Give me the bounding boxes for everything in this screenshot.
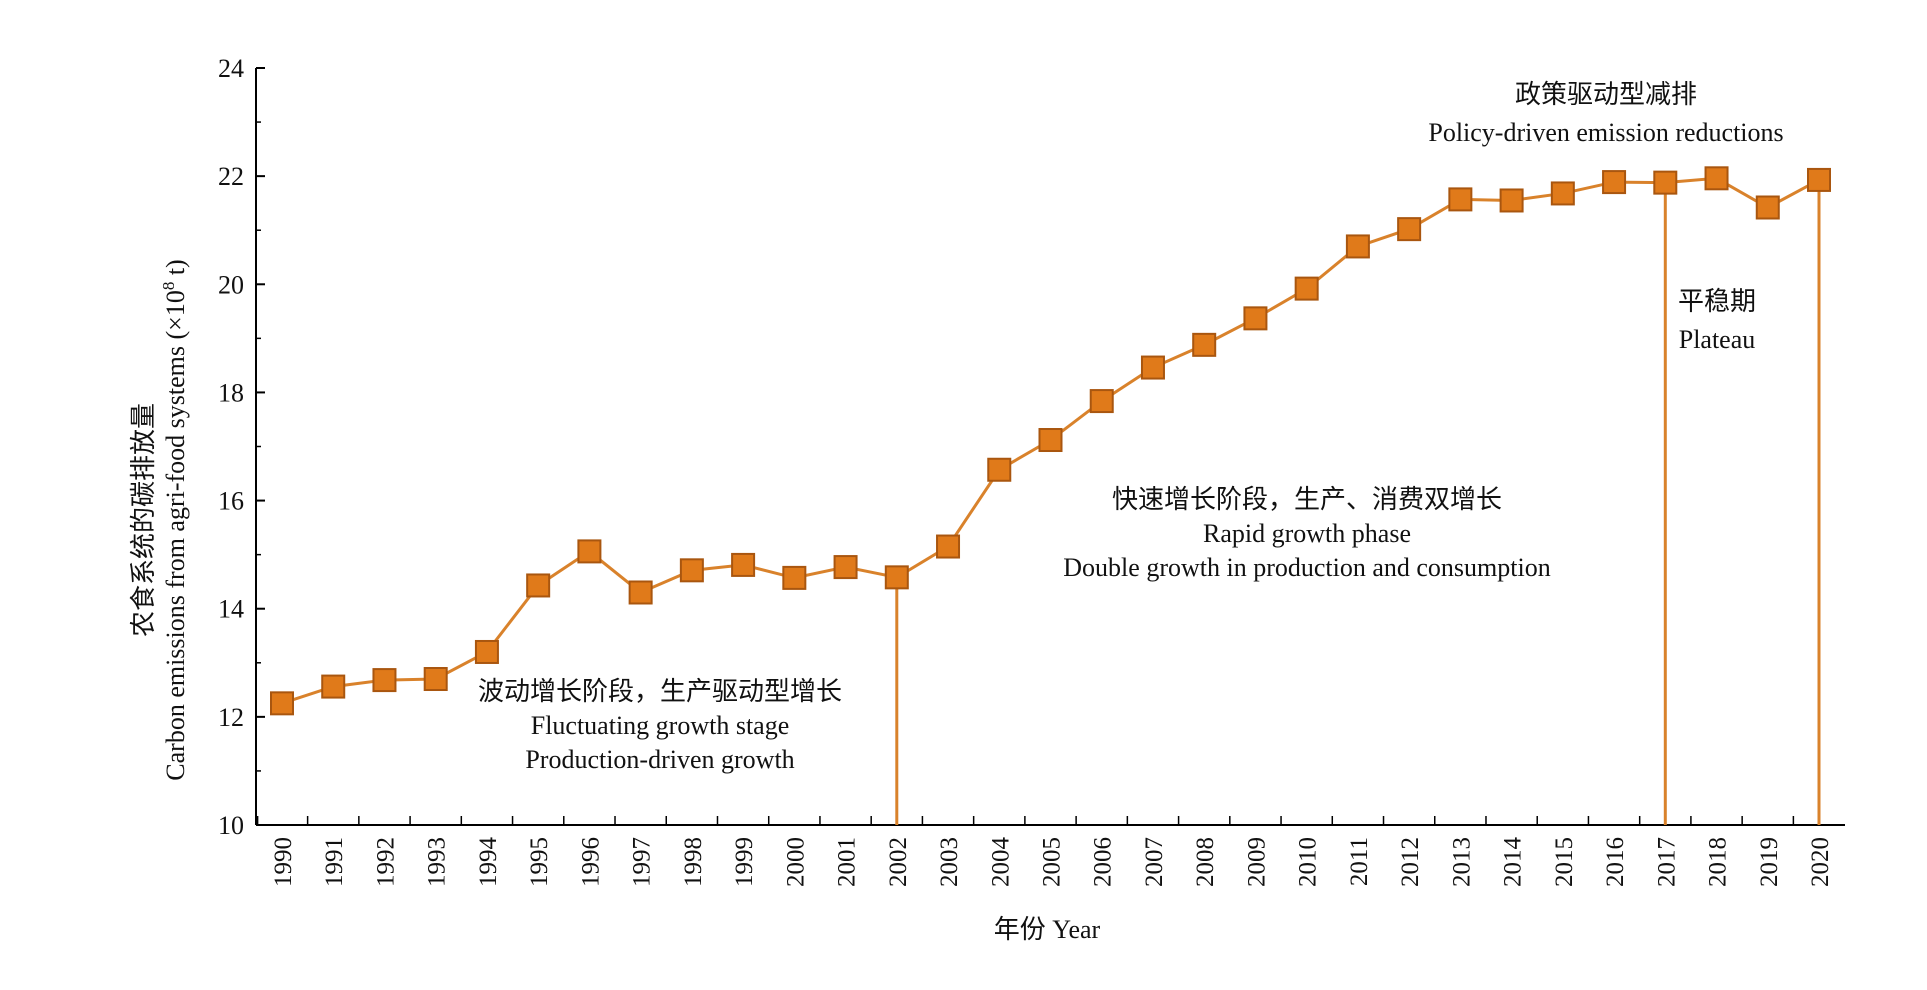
data-point	[1243, 306, 1268, 331]
annotation-line: 平稳期	[1678, 287, 1756, 316]
x-tick-label: 2009	[1243, 837, 1270, 887]
x-tick-label: 2001	[834, 837, 861, 887]
data-point	[833, 555, 858, 580]
data-point	[1397, 217, 1422, 242]
x-tick-label: 2018	[1705, 837, 1732, 887]
data-point	[1038, 428, 1063, 453]
data-point	[1499, 188, 1524, 213]
x-tick-label: 2013	[1448, 837, 1475, 887]
x-tick-label: 1999	[731, 837, 758, 887]
annotation: 政策驱动型减排 Policy-driven emission reductions	[1428, 80, 1783, 147]
x-tick-label: 2019	[1756, 837, 1783, 887]
annotations: 波动增长阶段，生产驱动型增长 Fluctuating growth stage Pr…	[478, 80, 1784, 774]
x-tick-label: 2005	[1039, 837, 1066, 887]
y-tick-label: 18	[218, 378, 244, 407]
annotation-line: Plateau	[1679, 325, 1756, 354]
y-tick-label: 14	[218, 595, 244, 624]
annotation-line: Rapid growth phase	[1203, 519, 1411, 548]
x-tick-label: 1991	[321, 837, 348, 887]
y-tick-label: 24	[218, 54, 244, 83]
x-tick-label: 1996	[577, 837, 604, 887]
x-tick-label: 1995	[526, 837, 553, 887]
data-point	[372, 668, 397, 693]
x-tick-label: 1993	[424, 837, 451, 887]
data-point	[987, 457, 1012, 482]
data-point	[526, 573, 551, 598]
x-tick-label: 2003	[936, 837, 963, 887]
data-point	[628, 580, 653, 605]
data-point	[474, 639, 499, 664]
data-point	[782, 565, 807, 590]
x-tick-label: 1997	[629, 837, 656, 887]
data-point	[1653, 170, 1678, 195]
x-axis-ticks: 1990 1991 1992 1993 1994 1995 1996 1997 1998 1999…	[256, 816, 1834, 888]
annotation-line: Fluctuating growth stage	[531, 711, 790, 740]
y-axis-label: 农食系统的碳排放量 Carbon emissions from agri-foo…	[129, 259, 190, 780]
data-point	[731, 552, 756, 577]
annotation-line: Double growth in production and consumpt…	[1063, 553, 1550, 582]
phase-separators	[895, 179, 1821, 825]
data-point	[1807, 167, 1831, 192]
y-tick-label: 20	[218, 270, 244, 299]
x-tick-label: 2012	[1397, 837, 1424, 887]
x-tick-label: 2010	[1295, 837, 1322, 887]
data-point	[1448, 187, 1473, 212]
data-point	[321, 674, 346, 699]
annotation-line: 政策驱动型减排	[1515, 80, 1697, 109]
y-axis-label-cn: 农食系统的碳排放量	[129, 403, 158, 637]
x-tick-label: 2017	[1653, 837, 1680, 887]
x-tick-label: 2006	[1090, 837, 1117, 887]
data-point	[884, 565, 909, 590]
x-tick-label: 2015	[1551, 837, 1578, 887]
data-point	[1294, 276, 1319, 301]
x-tick-label: 2020	[1807, 837, 1834, 887]
series	[270, 166, 1831, 716]
data-point	[1704, 166, 1729, 191]
data-point	[1140, 355, 1165, 380]
x-tick-label: 2011	[1346, 837, 1373, 886]
data-point	[1602, 170, 1627, 195]
annotation-line: Policy-driven emission reductions	[1428, 118, 1783, 147]
y-axis-label-en-suffix: t)	[161, 259, 190, 281]
data-point	[423, 667, 448, 692]
y-tick-label: 10	[218, 811, 244, 840]
y-tick-label: 16	[218, 487, 244, 516]
annotation-line: 快速增长阶段，生产、消费双增长	[1112, 485, 1502, 514]
x-tick-label: 2008	[1192, 837, 1219, 887]
x-tick-label: 2004	[987, 837, 1014, 888]
y-axis-label-en-exp: 8	[159, 282, 178, 291]
x-tick-label: 1994	[475, 837, 502, 888]
data-point	[1192, 332, 1217, 357]
annotation: 快速增长阶段，生产、消费双增长 Rapid growth phase Double …	[1063, 485, 1550, 582]
y-axis-label-en: Carbon emissions from agri-food systems …	[159, 259, 190, 780]
x-tick-label: 2002	[885, 837, 912, 887]
x-axis-label: 年份 Year	[994, 915, 1101, 944]
data-point	[1089, 389, 1114, 414]
data-point	[1345, 234, 1370, 259]
x-tick-label: 2016	[1602, 837, 1629, 887]
data-point	[270, 691, 294, 716]
data-point	[679, 558, 704, 583]
x-tick-label: 1998	[680, 837, 707, 887]
data-point	[1550, 181, 1575, 206]
y-axis-ticks: 10 12 14 16 18 20 22 24	[218, 54, 265, 840]
data-point	[577, 539, 602, 564]
x-tick-label: 1992	[372, 837, 399, 887]
y-axis-label-en-prefix: Carbon emissions from agri-food systems …	[161, 290, 190, 781]
data-point	[1755, 195, 1780, 220]
x-tick-label: 2007	[1141, 837, 1168, 887]
data-point	[936, 534, 961, 559]
annotation-line: 波动增长阶段，生产驱动型增长	[478, 677, 842, 706]
annotation: 平稳期 Plateau	[1678, 287, 1756, 354]
x-tick-label: 1990	[270, 837, 297, 887]
y-tick-label: 22	[218, 162, 244, 191]
y-tick-label: 12	[218, 703, 244, 732]
annotation: 波动增长阶段，生产驱动型增长 Fluctuating growth stage Pr…	[478, 677, 842, 774]
annotation-line: Production-driven growth	[525, 745, 794, 774]
x-tick-label: 2014	[1500, 837, 1527, 888]
x-tick-label: 2000	[782, 837, 809, 887]
